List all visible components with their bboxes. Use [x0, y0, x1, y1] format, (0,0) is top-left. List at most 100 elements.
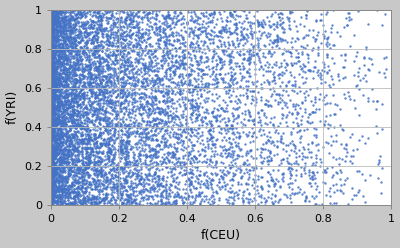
Point [134, 21, 141, 25]
Point [112, 99, 118, 103]
Point [187, 188, 193, 192]
Point [51, 99, 58, 103]
Point [57, 118, 63, 122]
Point [156, 77, 162, 81]
Point [80, 95, 86, 99]
Point [84, 11, 90, 15]
Point [119, 88, 125, 92]
Point [48, 129, 54, 133]
Point [105, 29, 111, 33]
Point [70, 69, 76, 73]
Point [60, 46, 66, 50]
Point [71, 144, 78, 148]
Point [118, 165, 124, 169]
Point [48, 158, 54, 162]
Point [65, 194, 71, 198]
Point [120, 138, 126, 142]
Point [127, 46, 134, 50]
Point [178, 11, 184, 15]
Point [48, 134, 55, 138]
Point [146, 147, 153, 151]
Point [74, 178, 80, 182]
Point [79, 46, 86, 50]
Point [56, 22, 63, 26]
Point [238, 176, 244, 180]
Point [122, 17, 128, 21]
Point [52, 169, 58, 173]
Point [49, 184, 55, 188]
Point [183, 62, 190, 66]
Point [51, 160, 58, 164]
Point [69, 161, 76, 165]
Point [115, 148, 121, 152]
Point [169, 179, 176, 183]
Point [238, 30, 244, 34]
Point [237, 170, 244, 174]
Point [87, 137, 93, 141]
Point [111, 15, 117, 19]
Point [81, 171, 88, 175]
Point [70, 67, 76, 71]
Point [65, 56, 72, 60]
Point [103, 144, 109, 148]
Point [48, 165, 54, 169]
Point [108, 196, 114, 200]
Point [62, 175, 68, 179]
Point [123, 187, 130, 191]
Point [128, 60, 134, 64]
Point [55, 166, 62, 170]
Point [76, 200, 82, 204]
Point [145, 143, 152, 147]
Point [230, 77, 237, 81]
Point [70, 167, 77, 171]
Point [126, 139, 132, 143]
Point [205, 186, 211, 190]
Point [60, 63, 66, 67]
Point [167, 142, 173, 146]
Point [160, 110, 166, 114]
Point [56, 64, 63, 68]
Point [307, 112, 313, 116]
Point [172, 59, 179, 63]
Point [184, 127, 190, 131]
Point [245, 110, 252, 114]
Point [103, 187, 110, 191]
Point [193, 194, 199, 198]
Point [223, 18, 229, 22]
Point [79, 175, 85, 179]
Point [165, 153, 171, 157]
Point [66, 185, 73, 189]
Point [330, 201, 337, 205]
Point [54, 118, 60, 122]
Point [60, 85, 66, 89]
Point [72, 73, 78, 77]
Point [342, 75, 348, 79]
Point [97, 115, 103, 119]
Point [132, 134, 139, 138]
Point [80, 140, 86, 144]
Point [188, 111, 195, 115]
Point [229, 189, 236, 193]
Point [67, 63, 74, 67]
Point [312, 107, 319, 111]
Point [70, 87, 76, 91]
Point [54, 40, 61, 44]
Point [273, 63, 279, 67]
Point [48, 54, 54, 58]
Point [68, 138, 74, 142]
Point [66, 128, 72, 132]
Point [189, 105, 195, 109]
Point [271, 50, 277, 54]
Point [96, 171, 102, 175]
Point [79, 137, 85, 141]
Point [216, 181, 223, 185]
Point [189, 155, 195, 159]
Point [216, 72, 223, 76]
Point [73, 100, 80, 104]
Point [113, 188, 120, 192]
Point [83, 134, 90, 138]
Point [48, 128, 55, 132]
Point [48, 43, 54, 47]
Point [48, 27, 54, 31]
Point [48, 149, 54, 153]
